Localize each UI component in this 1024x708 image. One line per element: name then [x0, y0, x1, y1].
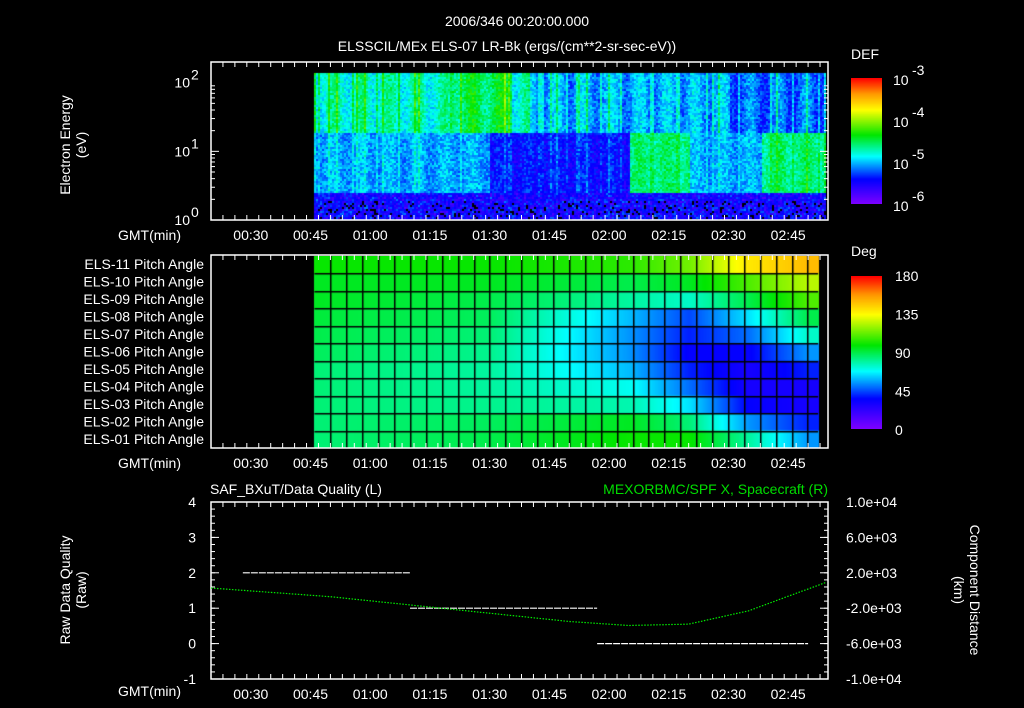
pitch-row-label: ELS-08 Pitch Angle: [83, 309, 204, 325]
pitch-row-label: ELS-01 Pitch Angle: [83, 431, 204, 447]
x-tick-label: 02:30: [711, 686, 746, 702]
right-tick-label: -1.0e+04: [846, 671, 902, 687]
deg-tick-label: 0: [895, 422, 903, 438]
x-tick-label: 02:15: [651, 227, 686, 243]
x-tick-label: 01:00: [353, 227, 388, 243]
def-tick-label: 10: [893, 198, 909, 214]
right-tick-label: -2.0e+03: [846, 600, 902, 616]
def-tick-exp: -5: [912, 146, 925, 162]
energy-tick-exp: 2: [191, 67, 199, 83]
right-tick-label: -6.0e+03: [846, 636, 902, 652]
deg-colorbar-label: Deg: [851, 243, 877, 259]
gmt-label-3: GMT(min): [118, 683, 181, 699]
x-tick-label: 01:30: [472, 227, 507, 243]
deg-colorbar: [851, 276, 882, 429]
bottom-right-title: MEXORBMC/SPF X, Spacecraft (R): [603, 481, 828, 497]
deg-tick-label: 45: [895, 384, 911, 400]
spectrogram-title: ELSSCIL/MEx ELS-07 LR-Bk (ergs/(cm**2-sr…: [338, 38, 676, 54]
bottom-left-title: SAF_BXuT/Data Quality (L): [210, 481, 382, 497]
x-tick-label: 01:30: [472, 686, 507, 702]
x-tick-label: 00:45: [293, 227, 328, 243]
spf-x-line: [210, 581, 827, 627]
pitch-row-label: ELS-07 Pitch Angle: [83, 326, 204, 342]
energy-ylabel-unit: (eV): [73, 132, 89, 158]
energy-tick-label: 10: [174, 212, 190, 228]
def-tick-label: 10: [893, 114, 909, 130]
deg-tick-label: 90: [895, 345, 911, 361]
def-colorbar: [851, 78, 882, 204]
x-tick-label: 01:45: [532, 686, 567, 702]
gmt-label-1: GMT(min): [118, 227, 181, 243]
x-tick-label: 02:30: [711, 455, 746, 471]
x-tick-label: 01:30: [472, 455, 507, 471]
x-tick-label: 02:45: [771, 455, 806, 471]
def-tick-exp: -6: [912, 188, 925, 204]
right-tick-label: 6.0e+03: [846, 529, 897, 545]
x-tick-label: 01:15: [412, 227, 447, 243]
left-tick-label: 4: [188, 494, 196, 510]
x-tick-label: 01:00: [353, 686, 388, 702]
def-tick-exp: -3: [912, 62, 925, 78]
pitch-row-label: ELS-03 Pitch Angle: [83, 396, 204, 412]
panel-frame-2: [210, 501, 829, 680]
x-tick-label: 02:45: [771, 227, 806, 243]
right-tick-label: 2.0e+03: [846, 565, 897, 581]
pitch-row-label: ELS-05 Pitch Angle: [83, 361, 204, 377]
x-tick-label: 01:45: [532, 227, 567, 243]
def-tick-label: 10: [893, 72, 909, 88]
pitch-row-label: ELS-09 Pitch Angle: [83, 291, 204, 307]
energy-spectrogram: [211, 63, 828, 220]
def-tick-exp: -4: [912, 104, 925, 120]
pitch-row-label: ELS-06 Pitch Angle: [83, 344, 204, 360]
deg-tick-label: 135: [895, 307, 919, 323]
left-tick-label: 3: [188, 529, 196, 545]
right-tick-label: 1.0e+04: [846, 494, 897, 510]
energy-tick-exp: 0: [191, 204, 199, 220]
x-tick-label: 01:15: [412, 686, 447, 702]
x-tick-label: 02:15: [651, 686, 686, 702]
pitch-angle-grid: [211, 256, 828, 448]
left-tick-label: 2: [188, 565, 196, 581]
panel-frame-0: [210, 61, 829, 221]
pitch-row-label: ELS-02 Pitch Angle: [83, 414, 204, 430]
x-tick-label: 02:00: [592, 455, 627, 471]
deg-tick-label: 180: [895, 268, 919, 284]
pitch-row-label: ELS-10 Pitch Angle: [83, 274, 204, 290]
x-tick-label: 00:30: [233, 455, 268, 471]
panel-frame-1: [210, 254, 829, 449]
energy-tick-label: 10: [174, 75, 190, 91]
pitch-row-label: ELS-11 Pitch Angle: [84, 256, 204, 272]
energy-tick-exp: 1: [191, 135, 199, 151]
x-tick-label: 01:45: [532, 455, 567, 471]
x-tick-label: 02:45: [771, 686, 806, 702]
pitch-row-label: ELS-04 Pitch Angle: [83, 379, 204, 395]
def-tick-label: 10: [893, 156, 909, 172]
quality-ylabel-unit: (Raw): [73, 571, 89, 608]
x-tick-label: 01:15: [412, 455, 447, 471]
plot-date-title: 2006/346 00:20:00.000: [445, 13, 589, 29]
energy-tick-label: 10: [174, 143, 190, 159]
x-tick-label: 00:30: [233, 686, 268, 702]
def-colorbar-label: DEF: [851, 46, 879, 62]
x-tick-label: 02:15: [651, 455, 686, 471]
x-tick-label: 00:45: [293, 686, 328, 702]
left-tick-label: 1: [188, 600, 196, 616]
x-tick-label: 01:00: [353, 455, 388, 471]
x-tick-label: 02:00: [592, 227, 627, 243]
x-tick-label: 02:00: [592, 686, 627, 702]
left-tick-label: 0: [188, 636, 196, 652]
x-tick-label: 00:30: [233, 227, 268, 243]
quality-ylabel: Raw Data Quality: [57, 536, 73, 645]
distance-ylabel: Component Distance: [967, 525, 983, 656]
x-tick-label: 02:30: [711, 227, 746, 243]
gmt-label-2: GMT(min): [118, 455, 181, 471]
x-tick-label: 00:45: [293, 455, 328, 471]
energy-ylabel: Electron Energy: [57, 95, 73, 195]
distance-ylabel-unit: (km): [951, 576, 967, 604]
left-tick-label: -1: [184, 671, 197, 687]
